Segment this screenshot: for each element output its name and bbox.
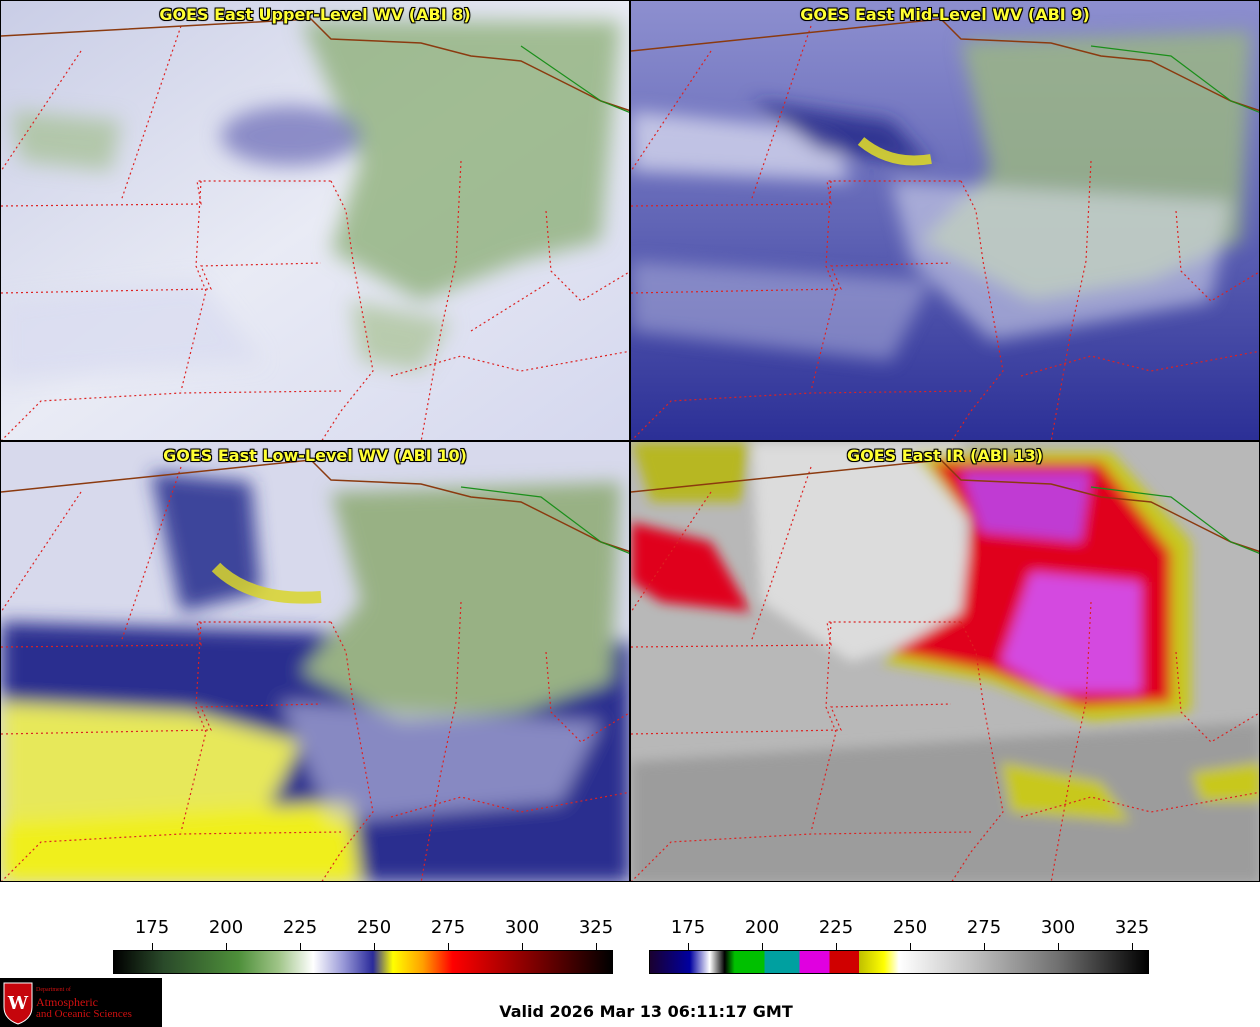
wv-tick-label: 325 [578, 917, 614, 938]
logo-dept: Department of [36, 987, 71, 993]
wv-tick-label: 275 [430, 917, 466, 938]
ir-colorbar-ticks: 175 200 225 250 275 300 325 [0, 917, 1260, 938]
ir-tick-label: 250 [892, 917, 928, 938]
ir-tick-mark [910, 943, 911, 950]
wv-tick-label: 225 [282, 917, 318, 938]
upper-level-wv-image [1, 1, 629, 440]
upper-level-wv-panel: GOES East Upper-Level WV (ABI 8) [0, 0, 630, 441]
infrared-panel: GOES East IR (ABI 13) [630, 441, 1260, 882]
wv-colorbar-ticks: 175 200 225 250 275 300 325 [0, 917, 1260, 938]
ir-tick-label: 300 [1040, 917, 1076, 938]
low-level-wv-panel: GOES East Low-Level WV (ABI 10) [0, 441, 630, 882]
valid-time: Valid 2026 Mar 13 06:11:17 GMT [499, 1002, 793, 1021]
uw-crest-icon: W [3, 982, 33, 1025]
wv-tick-mark [374, 943, 375, 950]
wv-tick-mark [152, 943, 153, 950]
wv-tick-label: 175 [134, 917, 170, 938]
ir-tick-mark [688, 943, 689, 950]
aos-logo: W Department of Atmospheric and Oceanic … [0, 978, 162, 1027]
ir-tick-mark [762, 943, 763, 950]
infrared-image [631, 442, 1259, 881]
wv-tick-mark [226, 943, 227, 950]
ir-tick-mark [984, 943, 985, 950]
panel-title: GOES East Upper-Level WV (ABI 8) [159, 5, 471, 24]
ir-tick-label: 275 [966, 917, 1002, 938]
ir-colorbar [649, 950, 1149, 974]
wv-tick-mark [596, 943, 597, 950]
logo-line2: and Oceanic Sciences [36, 1008, 132, 1020]
panel-title: GOES East Low-Level WV (ABI 10) [163, 446, 467, 465]
logo-line1: Atmospheric [36, 995, 98, 1009]
ir-tick-label: 225 [818, 917, 854, 938]
mid-level-wv-image [631, 1, 1259, 440]
mid-level-wv-panel: GOES East Mid-Level WV (ABI 9) [630, 0, 1260, 441]
ir-tick-mark [1132, 943, 1133, 950]
ir-tick-label: 200 [744, 917, 780, 938]
wv-colorbar [113, 950, 613, 974]
panel-title: GOES East IR (ABI 13) [846, 446, 1044, 465]
wv-tick-mark [448, 943, 449, 950]
ir-tick-label: 175 [670, 917, 706, 938]
svg-text:W: W [7, 993, 29, 1014]
ir-tick-label: 325 [1114, 917, 1150, 938]
wv-tick-label: 300 [504, 917, 540, 938]
wv-tick-mark [300, 943, 301, 950]
low-level-wv-image [1, 442, 629, 881]
ir-tick-mark [836, 943, 837, 950]
ir-tick-mark [1058, 943, 1059, 950]
wv-tick-mark [522, 943, 523, 950]
wv-tick-label: 250 [356, 917, 392, 938]
wv-tick-label: 200 [208, 917, 244, 938]
panel-title: GOES East Mid-Level WV (ABI 9) [800, 5, 1090, 24]
